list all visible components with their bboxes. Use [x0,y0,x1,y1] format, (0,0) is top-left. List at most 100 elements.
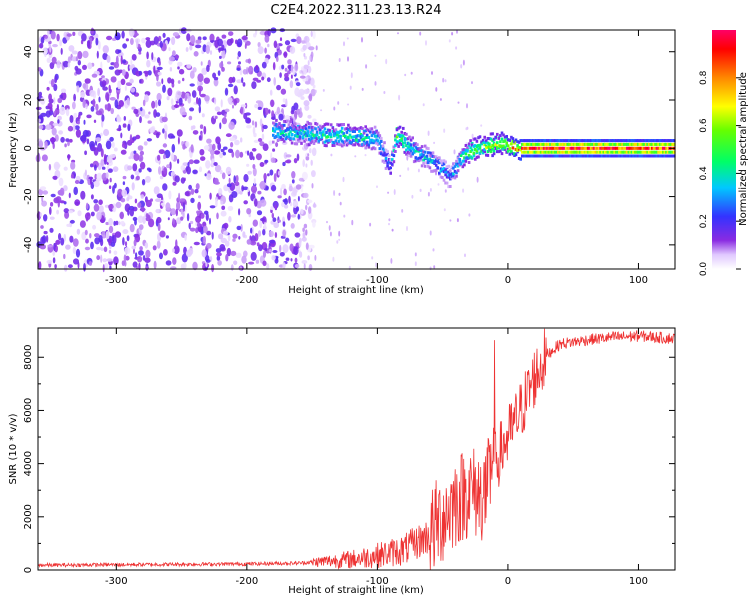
heatmap-cell [627,150,631,154]
heatmap-cell [633,154,637,158]
heatmap-cell [337,142,341,146]
heatmap-cell [604,150,607,154]
heatmap-cell [127,123,131,132]
heatmap-cell [322,141,325,145]
heatmap-cell [262,143,269,151]
heatmap-cell [158,60,161,66]
heatmap-cell [177,80,181,84]
heatmap-cell [333,134,336,138]
heatmap-cell [579,146,582,150]
heatmap-cell [538,154,541,158]
heatmap-cell [221,205,226,210]
heatmap-cell [155,99,158,108]
heatmap-cell [599,154,602,158]
heatmap-cell [527,150,530,154]
x-tick-label: -300 [105,275,128,286]
heatmap-cell [624,139,627,143]
heatmap-cell [247,65,254,75]
heatmap-cell [348,133,352,137]
heatmap-cell [644,142,648,146]
heatmap-cell [627,139,631,143]
heatmap-cell [574,146,577,150]
heatmap-cell [654,146,657,150]
heatmap-cell [200,156,206,162]
heatmap-cell [52,257,56,264]
heatmap-cell [541,146,544,150]
heatmap-cell [255,259,260,264]
heatmap-cell [429,266,432,271]
heatmap-cell [624,150,627,154]
heatmap-cell [185,166,189,172]
heatmap-cell [82,129,89,138]
heatmap-cell [577,142,580,146]
heatmap-cell [453,162,457,166]
heatmap-cell [395,140,399,144]
heatmap-cell [186,33,191,42]
heatmap-cell [621,146,624,150]
heatmap-cell [233,175,236,184]
heatmap-cell [466,146,469,150]
heatmap-cell [264,221,267,230]
heatmap-cell [166,164,171,169]
heatmap-cell [124,203,131,212]
snr-x-label: Height of straight line (km) [288,585,424,596]
heatmap-cell [391,158,394,162]
heatmap-cell [257,230,262,237]
heatmap-cell [456,162,460,166]
heatmap-cell [218,233,224,240]
heatmap-cell [105,221,109,226]
heatmap-cell [405,144,408,148]
heatmap-cell [649,150,653,154]
heatmap-cell [549,150,552,154]
heatmap-cell [294,232,301,238]
heatmap-cell [588,139,591,143]
heatmap-cell [337,123,341,127]
heatmap-cell [325,131,328,134]
heatmap-cell [71,50,78,55]
heatmap-cell [282,139,286,143]
heatmap-cell [105,172,109,179]
heatmap-cell [572,139,576,143]
heatmap-cell [492,152,496,156]
heatmap-cell [280,187,283,196]
heatmap-cell [481,151,485,155]
heatmap-cell [304,104,310,111]
heatmap-cell [564,150,568,154]
heatmap-cell [398,139,402,143]
heatmap-cell [342,176,345,183]
heatmap-cell [519,147,522,151]
heatmap-cell [458,152,461,156]
heatmap-cell [63,233,67,242]
heatmap-cell [654,154,657,158]
heatmap-cell [298,125,302,129]
heatmap-cell [302,159,306,168]
heatmap-cell [101,166,106,170]
heatmap-cell [613,146,616,150]
heatmap-cell [101,114,105,122]
heatmap-cell [281,64,285,70]
heatmap-cell [666,150,670,154]
heatmap-cell [334,133,338,137]
heatmap-cell [622,142,626,146]
heatmap-cell [621,154,624,158]
heatmap-cell [120,198,126,203]
spectrogram-x-label: Height of straight line (km) [288,285,424,296]
heatmap-cell [663,142,667,146]
heatmap-cell [292,69,296,75]
heatmap-cell [337,131,341,135]
heatmap-cell [521,142,524,146]
heatmap-cell [365,64,368,69]
heatmap-cell [110,107,114,115]
heatmap-cell [510,135,513,139]
heatmap-cell [282,161,286,167]
heatmap-cell [259,219,263,229]
heatmap-cell [96,172,103,181]
heatmap-cell [189,227,196,232]
heatmap-cell [643,142,646,146]
heatmap-cell [286,127,289,131]
heatmap-cell [646,142,649,146]
heatmap-cell [155,198,161,202]
heatmap-cell [275,127,278,131]
heatmap-cell [636,150,640,154]
heatmap-cell [322,130,325,134]
